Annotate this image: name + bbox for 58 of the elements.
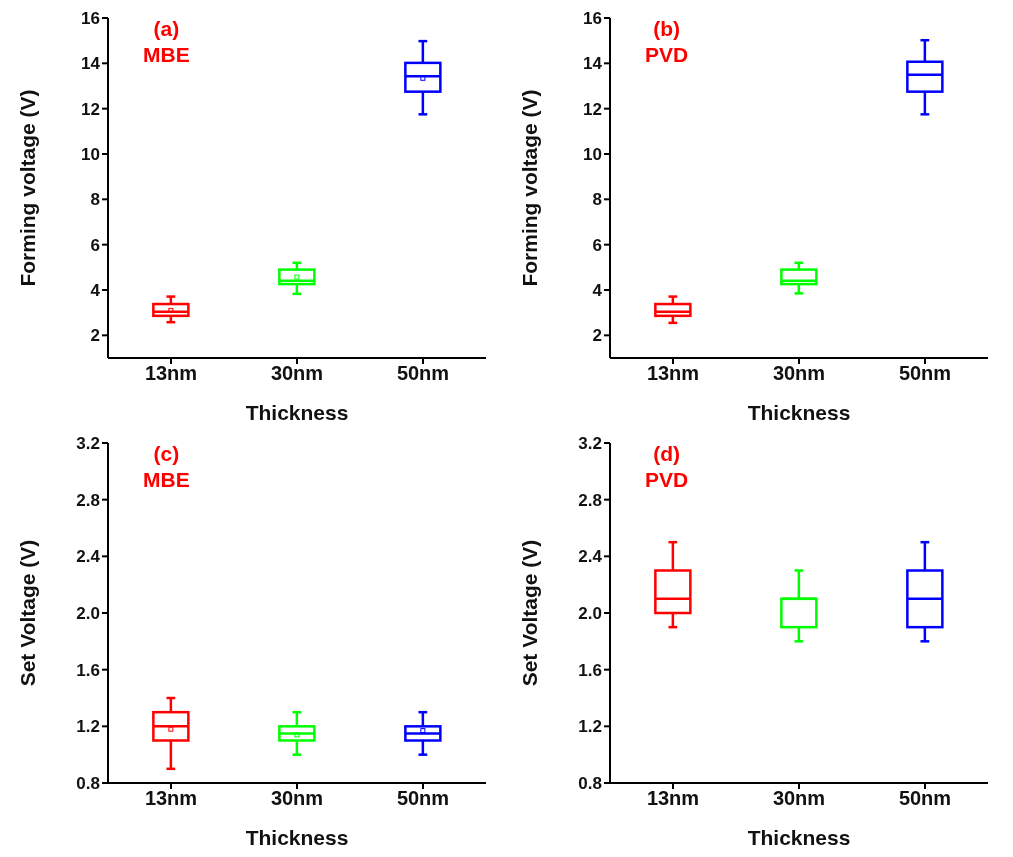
y-axis-title: Forming voltage (V) (518, 89, 542, 287)
y-tick-label: 2.8 (76, 490, 100, 510)
y-tick-label: 2.4 (76, 547, 101, 567)
x-tick-label: 30nm (270, 787, 324, 810)
annotation: (d) (652, 441, 681, 467)
y-tick-label: 3.2 (76, 434, 100, 454)
y-tick-label: 2 (90, 326, 100, 346)
x-tick-label: 30nm (772, 362, 826, 385)
x-tick-label: 13nm (144, 787, 198, 810)
x-tick-label: 13nm (646, 787, 700, 810)
y-tick-label: 2.4 (578, 547, 603, 567)
y-tick-label: 12 (583, 99, 602, 119)
y-tick-label: 12 (81, 99, 100, 119)
y-axis-title: Forming voltage (V) (16, 89, 40, 287)
y-tick-label: 16 (81, 9, 100, 29)
x-axis-title: Thickness (747, 826, 851, 849)
annotation: (b) (652, 16, 681, 42)
x-tick-label: 30nm (270, 362, 324, 385)
y-tick-label: 10 (583, 145, 602, 165)
x-axis-title: Thickness (245, 826, 349, 849)
annotation: MBE (143, 42, 190, 68)
y-tick-label: 8 (592, 190, 602, 210)
annotation: PVD (645, 467, 689, 493)
y-tick-label: 14 (583, 54, 603, 74)
annotation: MBE (143, 467, 190, 493)
y-tick-label: 1.6 (578, 660, 602, 680)
y-tick-label: 8 (90, 190, 100, 210)
y-tick-label: 1.2 (76, 717, 100, 737)
y-tick-label: 2 (592, 326, 602, 346)
x-tick-label: 30nm (772, 787, 826, 810)
x-tick-label: 50nm (898, 362, 952, 385)
x-tick-label: 13nm (144, 362, 198, 385)
x-axis-title: Thickness (747, 401, 851, 424)
y-tick-label: 4 (90, 281, 101, 301)
y-tick-label: 16 (583, 9, 602, 29)
y-tick-label: 4 (592, 281, 603, 301)
y-tick-label: 10 (81, 145, 100, 165)
x-axis-title: Thickness (245, 401, 349, 424)
annotation: PVD (645, 42, 689, 68)
y-axis-title: Set Voltage (V) (16, 539, 40, 687)
y-tick-label: 1.6 (76, 660, 100, 680)
y-tick-label: 2.0 (578, 604, 602, 624)
y-tick-label: 6 (90, 235, 100, 255)
annotation: (a) (152, 16, 181, 42)
annotation: (c) (152, 441, 181, 467)
y-tick-label: 3.2 (578, 434, 602, 454)
x-tick-label: 13nm (646, 362, 700, 385)
y-tick-label: 2.8 (578, 490, 602, 510)
y-tick-label: 0.8 (76, 774, 100, 794)
y-tick-label: 2.0 (76, 604, 100, 624)
x-tick-label: 50nm (898, 787, 952, 810)
x-tick-label: 50nm (396, 787, 450, 810)
y-tick-label: 6 (592, 235, 602, 255)
y-tick-label: 14 (81, 54, 101, 74)
x-tick-label: 50nm (396, 362, 450, 385)
y-tick-label: 1.2 (578, 717, 602, 737)
y-axis-title: Set Voltage (V) (518, 539, 542, 687)
y-tick-label: 0.8 (578, 774, 602, 794)
